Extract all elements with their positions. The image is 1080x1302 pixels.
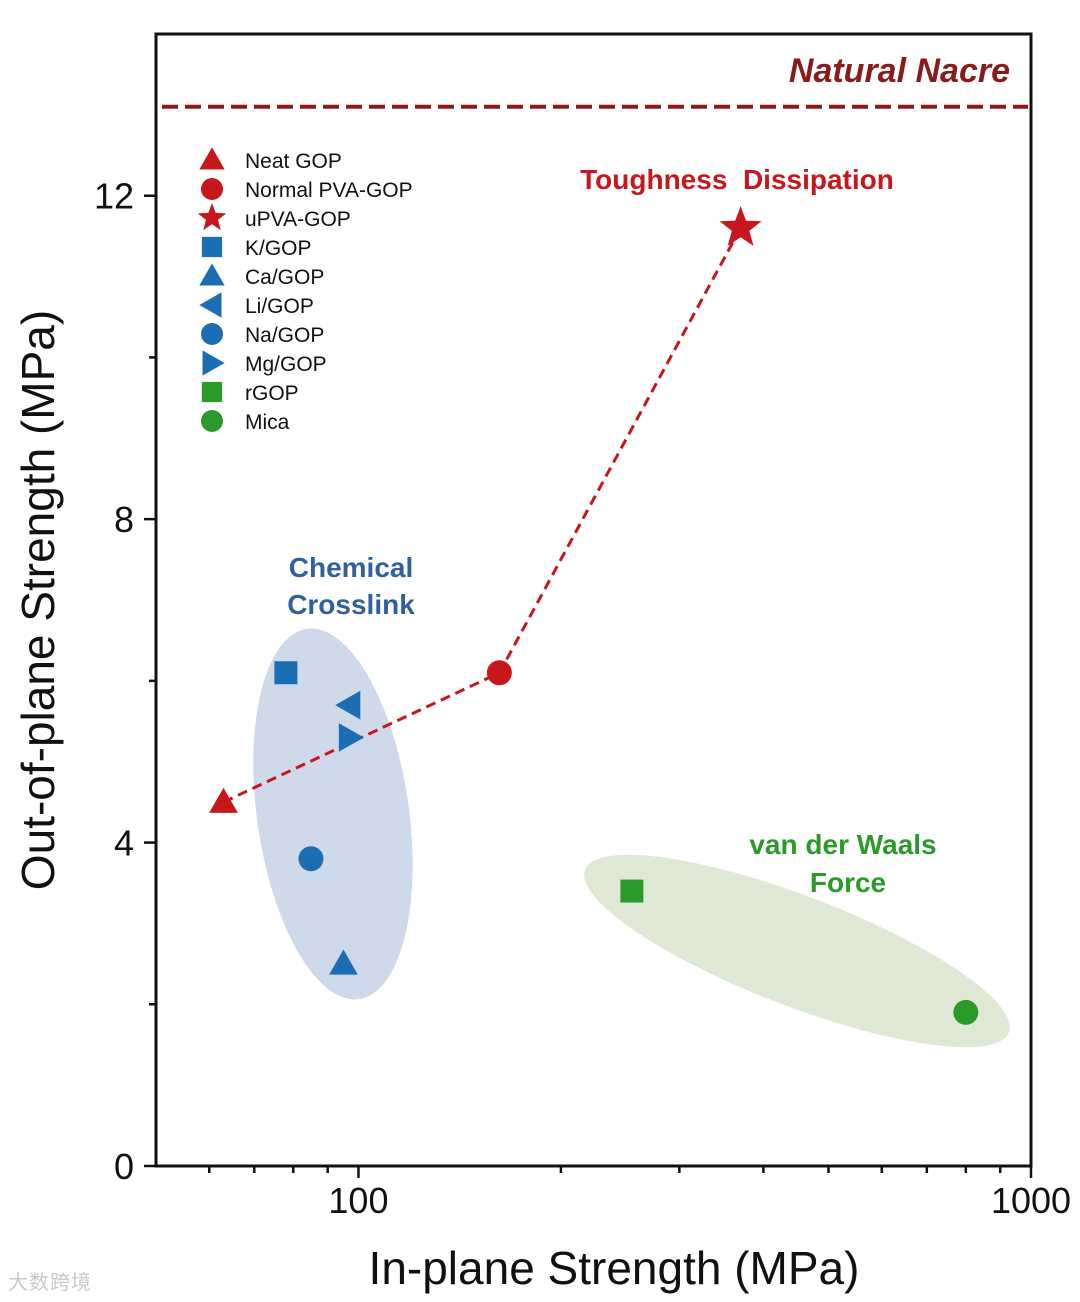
toughness-dissipation-label: Toughness Dissipation: [580, 164, 894, 195]
legend-marker-rgop: [201, 381, 223, 403]
legend-marker-mica: [201, 410, 223, 432]
point-mica: [953, 999, 979, 1025]
van-der-waals-label-line1: van der Waals: [749, 829, 936, 860]
point-neat-gop: [209, 787, 238, 813]
point-upva-gop: [719, 206, 762, 246]
x-axis: 100 1000: [208, 1166, 1071, 1221]
legend-marker-k-gop: [201, 236, 223, 258]
legend-marker-ca-gop: [199, 263, 225, 286]
y-tick-label-8: 8: [114, 499, 134, 540]
point-rgop: [620, 879, 644, 903]
y-tick-label-0: 0: [114, 1146, 134, 1187]
x-tick-label-100: 100: [328, 1180, 388, 1221]
legend-label-rgop: rGOP: [245, 382, 299, 405]
legend-label-mg-gop: Mg/GOP: [245, 353, 327, 376]
legend-marker-neat-gop: [199, 147, 225, 170]
legend-label-li-gop: Li/GOP: [245, 295, 314, 318]
legend-label-mica: Mica: [245, 411, 290, 434]
legend-label-normal-pva-gop: Normal PVA-GOP: [245, 179, 413, 202]
y-axis: 0 4 8 12: [94, 176, 156, 1187]
y-axis-title: Out-of-plane Strength (MPa): [12, 310, 64, 890]
x-axis-title: In-plane Strength (MPa): [369, 1242, 860, 1294]
legend-marker-li-gop: [199, 292, 222, 318]
legend-label-upva-gop: uPVA-GOP: [245, 208, 351, 231]
point-k-gop: [274, 661, 298, 685]
point-li-gop: [335, 690, 361, 720]
chemical-crosslink-label-line1: Chemical: [289, 552, 414, 583]
legend-marker-mg-gop: [202, 350, 225, 376]
legend-label-k-gop: K/GOP: [245, 237, 312, 260]
legend: Neat GOP Normal PVA-GOP uPVA-GOP K/GOP Ca/GO…: [197, 147, 413, 434]
point-na-gop: [298, 846, 324, 872]
van-der-waals-label-line2: Force: [810, 867, 886, 898]
y-tick-label-12: 12: [94, 176, 134, 217]
chemical-crosslink-label-line2: Crosslink: [287, 589, 415, 620]
point-ca-gop: [329, 949, 358, 975]
x-tick-label-1000: 1000: [991, 1180, 1071, 1221]
legend-label-ca-gop: Ca/GOP: [245, 266, 324, 289]
y-tick-label-4: 4: [114, 823, 134, 864]
legend-label-na-gop: Na/GOP: [245, 324, 324, 347]
legend-label-neat-gop: Neat GOP: [245, 150, 342, 173]
plot-border: [154, 32, 1033, 1168]
plot-frame: [154, 32, 1033, 1168]
group-ellipses: [253, 628, 1010, 1048]
point-mg-gop: [338, 723, 364, 752]
point-normal-pva-gop: [486, 660, 512, 686]
chemical-crosslink-ellipse: [253, 628, 413, 1000]
legend-marker-upva-gop: [197, 203, 227, 231]
watermark: 大数跨境: [8, 1270, 92, 1294]
van-der-waals-ellipse: [584, 854, 1010, 1048]
natural-nacre-label: Natural Nacre: [789, 52, 1010, 90]
legend-marker-na-gop: [201, 323, 223, 345]
legend-marker-normal-pva-gop: [201, 178, 223, 200]
data-points: [209, 206, 979, 1025]
